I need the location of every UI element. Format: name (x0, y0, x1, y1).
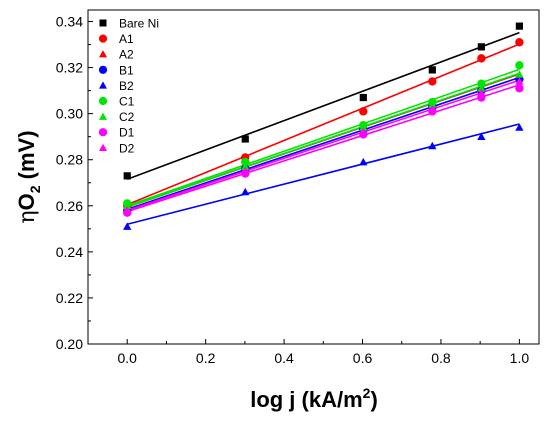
data-point (515, 38, 524, 47)
y-tick-label: 0.34 (56, 14, 83, 30)
data-point (477, 54, 486, 63)
data-point (477, 84, 486, 92)
data-point (515, 61, 524, 70)
x-tick-label: 1.0 (510, 350, 530, 366)
legend-marker (98, 143, 108, 152)
axis-ticks: 0.0 0.2 0.4 0.6 0.8 1.0 0.20 0.22 0.24 0.26 0.28 0.… (56, 14, 530, 366)
fit-line-8 (126, 79, 520, 212)
data-point (515, 22, 523, 30)
data-point (123, 201, 132, 210)
legend-marker (98, 112, 108, 120)
legend-label: B2 (119, 79, 134, 93)
data-point (123, 172, 131, 180)
plot-frame (87, 9, 540, 345)
x-axis-title: log j (kA/m2) (250, 385, 378, 412)
data-points (123, 22, 524, 230)
legend-marker (99, 19, 107, 27)
data-point (515, 123, 524, 131)
x-tick-label: 0.4 (274, 350, 294, 366)
x-tick-label: 0.2 (196, 350, 216, 366)
legend-label: A2 (119, 48, 134, 62)
fit-line-0 (126, 31, 520, 181)
y-tick-label: 0.20 (56, 336, 83, 352)
data-point (241, 162, 250, 170)
data-point (515, 77, 524, 85)
data-point (123, 206, 132, 214)
data-point (359, 107, 368, 116)
fit-line-5 (126, 68, 520, 207)
x-tick-label: 0.6 (353, 350, 373, 366)
fit-line-1 (126, 43, 520, 206)
y-tick-label: 0.28 (56, 152, 83, 168)
legend-marker (98, 81, 108, 89)
data-point (359, 127, 368, 136)
fit-lines (126, 31, 520, 225)
data-point (359, 157, 368, 166)
data-point (123, 222, 132, 230)
x-tick-label: 0.8 (431, 350, 451, 366)
data-point (428, 66, 436, 74)
data-point (515, 84, 524, 93)
fit-line-6 (126, 72, 520, 208)
data-point (428, 104, 437, 113)
legend-marker (98, 96, 108, 106)
x-tick-label: 0.0 (117, 350, 137, 366)
legend-label: C2 (119, 110, 135, 124)
legend-label: C1 (119, 95, 135, 109)
data-point (477, 43, 485, 51)
data-point (428, 141, 437, 150)
data-point (477, 132, 486, 141)
fit-line-3 (126, 76, 520, 211)
legend-marker (98, 65, 108, 74)
data-point (241, 187, 250, 196)
legend-marker (98, 50, 108, 58)
data-point (477, 88, 486, 97)
data-point (428, 100, 437, 108)
y-tick-label: 0.30 (56, 106, 83, 122)
legend-label: A1 (119, 32, 134, 46)
legend-marker (98, 128, 108, 137)
fit-line-4 (127, 123, 520, 225)
y-axis-title: ηO2 (mV) (14, 130, 43, 223)
y-tick-label: 0.32 (56, 60, 83, 76)
legend-label: Bare Ni (119, 17, 159, 31)
legend-label: D1 (119, 126, 135, 140)
y-tick-label: 0.24 (56, 244, 83, 260)
y-tick-label: 0.22 (56, 290, 83, 306)
data-point (359, 93, 367, 102)
data-point (359, 123, 368, 131)
fit-line-7 (126, 84, 520, 213)
legend-label: D2 (119, 141, 135, 155)
data-point (477, 79, 486, 88)
data-point (515, 70, 524, 78)
y-tick-label: 0.26 (56, 198, 83, 214)
legend-marker (98, 34, 108, 43)
data-point (241, 157, 250, 167)
data-point (428, 77, 437, 86)
legend-label: B1 (119, 63, 134, 77)
data-point (241, 167, 250, 175)
data-point (241, 135, 249, 143)
